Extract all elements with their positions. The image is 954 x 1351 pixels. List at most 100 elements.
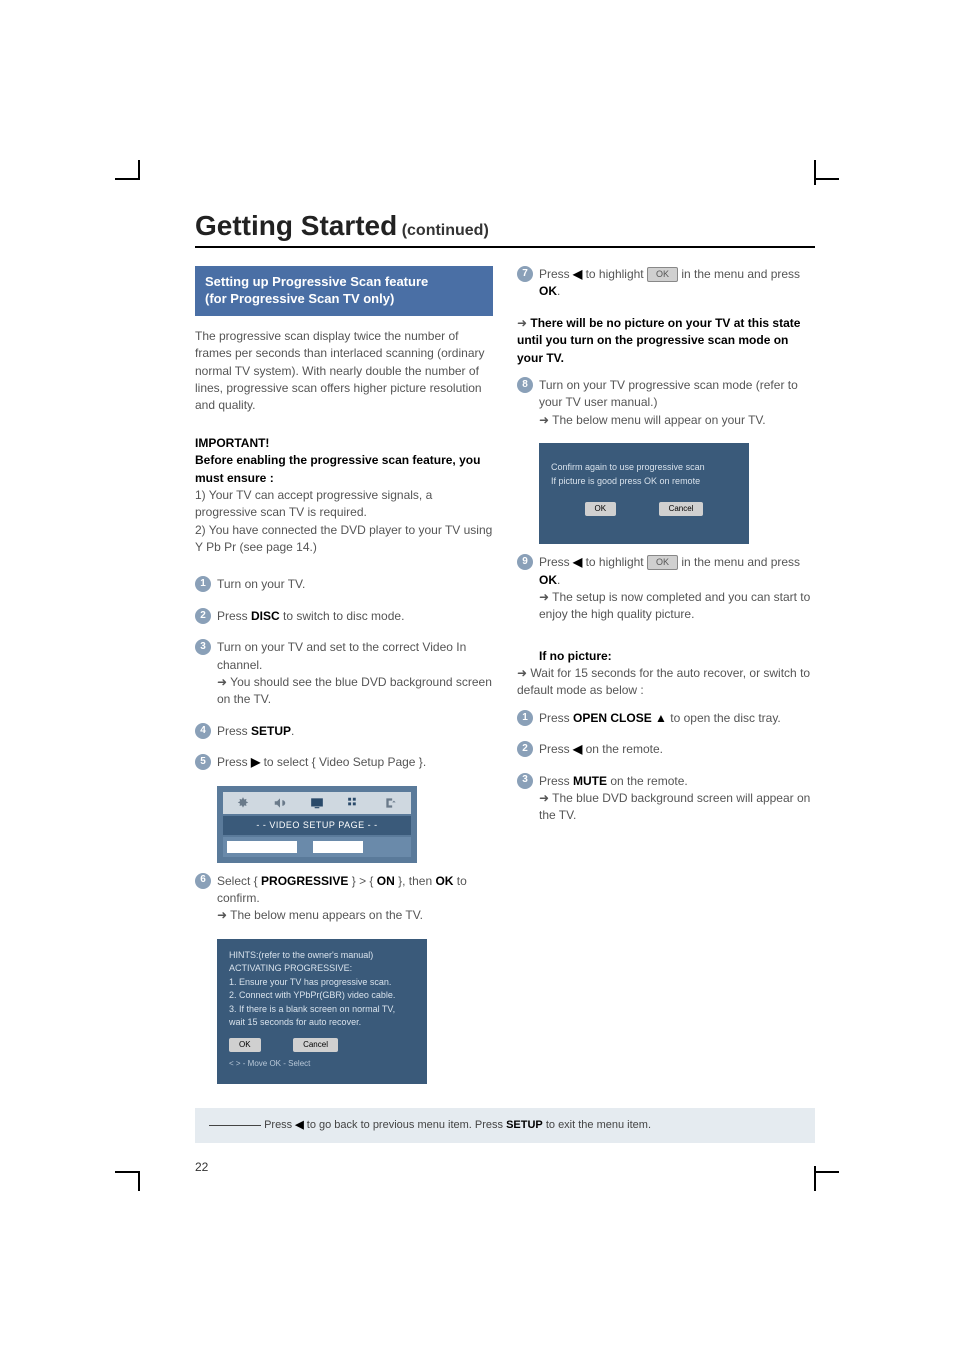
tips-label [209,1119,261,1131]
step-number-icon: 8 [517,377,533,393]
hints-line: 1. Ensure your TV has progressive scan. [229,976,415,990]
important-sub: Before enabling the progressive scan fea… [195,452,493,487]
hints-line: 3. If there is a blank screen on normal … [229,1003,415,1017]
nopic-step-3: 3 Press MUTE on the remote. ➜ The blue D… [517,773,815,825]
crop-mark [814,160,816,185]
step-1-text: Turn on your TV. [217,576,493,593]
step-4: 4 Press SETUP. [195,723,493,740]
step-5: 5 Press ▶ to select { Video Setup Page }… [195,754,493,771]
left-arrow-icon: ◀ [295,1119,303,1131]
step-number-icon: 6 [195,873,211,889]
ok-button[interactable]: OK [229,1038,261,1052]
left-arrow-icon: ◀ [573,742,582,756]
hints-line: HINTS:(refer to the owner's manual) [229,949,415,963]
dialog-buttons: OK Cancel [229,1038,415,1052]
page-content: Getting Started (continued) Setting up P… [195,210,815,1094]
nopic-step-2-text: Press ◀ on the remote. [539,741,815,758]
step-7-text: Press ◀ to highlight OK in the menu and … [539,266,815,301]
title-rule [195,246,815,248]
step-8: 8 Turn on your TV progressive scan mode … [517,377,815,429]
step-number-icon: 2 [517,741,533,757]
section-header-box: Setting up Progressive Scan feature (for… [195,266,493,316]
important-pt1: 1) Your TV can accept progressive signal… [195,487,493,522]
left-arrow-icon: ◀ [573,267,582,281]
step-number-icon: 3 [517,773,533,789]
hints-line: ACTIVATING PROGRESSIVE: [229,962,415,976]
crop-mark [814,1171,839,1173]
confirm-line: If picture is good press OK on remote [551,475,737,489]
crop-mark [138,1171,140,1191]
nopic-step-1: 1 Press OPEN CLOSE ▲ to open the disc tr… [517,710,815,727]
title-main: Getting Started [195,210,397,241]
left-column: Setting up Progressive Scan feature (for… [195,266,493,1094]
important-heading: IMPORTANT! [195,435,493,452]
step-2: 2 Press DISC to switch to disc mode. [195,608,493,625]
two-column-layout: Setting up Progressive Scan feature (for… [195,266,815,1094]
step-number-icon: 5 [195,754,211,770]
step-7: 7 Press ◀ to highlight OK in the menu an… [517,266,815,301]
eject-icon: ▲ [655,711,667,725]
speaker-icon [271,796,289,810]
page-title: Getting Started (continued) [195,210,815,242]
panel-icon-bar [223,792,411,814]
cancel-button[interactable]: Cancel [659,502,704,516]
step-9: 9 Press ◀ to highlight OK in the menu an… [517,554,815,624]
intro-paragraph: The progressive scan display twice the n… [195,328,493,415]
nopic-step-1-text: Press OPEN CLOSE ▲ to open the disc tray… [539,710,815,727]
step-6-text: Select { PROGRESSIVE } > { ON }, then OK… [217,873,493,925]
step-5-text: Press ▶ to select { Video Setup Page }. [217,754,493,771]
step-3-text: Turn on your TV and set to the correct V… [217,639,493,709]
dialog-footer: < > - Move OK - Select [229,1058,415,1070]
step-number-icon: 3 [195,639,211,655]
step-number-icon: 1 [517,710,533,726]
step-number-icon: 1 [195,576,211,592]
nopic-step-2: 2 Press ◀ on the remote. [517,741,815,758]
crop-mark [115,1171,140,1173]
tv-icon [308,796,326,810]
section-header-line1: Setting up Progressive Scan feature [205,274,483,291]
grid-icon [345,796,363,810]
step-3: 3 Turn on your TV and set to the correct… [195,639,493,709]
step-2-text: Press DISC to switch to disc mode. [217,608,493,625]
step-number-icon: 4 [195,723,211,739]
step-4-text: Press SETUP. [217,723,493,740]
step-1: 1 Turn on your TV. [195,576,493,593]
section-header-line2: (for Progressive Scan TV only) [205,291,483,308]
panel-highlight [227,841,297,853]
hints-line: wait 15 seconds for auto recover. [229,1016,415,1030]
hints-dialog: HINTS:(refer to the owner's manual) ACTI… [217,939,427,1084]
right-column: 7 Press ◀ to highlight OK in the menu an… [517,266,815,1094]
step-8-text: Turn on your TV progressive scan mode (r… [539,377,815,429]
nopic-step-3-text: Press MUTE on the remote. ➜ The blue DVD… [539,773,815,825]
tips-bar: Press ◀ to go back to previous menu item… [195,1108,815,1143]
no-picture-heading: If no picture: [539,648,815,665]
panel-body [223,837,411,857]
page-number: 22 [195,1160,208,1174]
crop-mark [814,178,839,180]
crop-mark [115,178,140,180]
left-arrow-icon: ◀ [573,555,582,569]
crop-mark [814,1166,816,1191]
ok-pill: OK [647,267,678,282]
dialog-buttons: OK Cancel [551,502,737,516]
right-arrow-icon: ▶ [251,755,260,769]
step-6: 6 Select { PROGRESSIVE } > { ON }, then … [195,873,493,925]
title-suffix: (continued) [402,222,489,239]
settings-icon [234,796,252,810]
warning-text: There will be no picture on your TV at t… [517,316,800,365]
exit-icon [382,796,400,810]
step-number-icon: 7 [517,266,533,282]
ok-button[interactable]: OK [585,502,617,516]
panel-header: - - VIDEO SETUP PAGE - - [223,816,411,835]
hints-line: 2. Connect with YPbPr(GBR) video cable. [229,989,415,1003]
ok-pill: OK [647,555,678,570]
important-pt2: 2) You have connected the DVD player to … [195,522,493,557]
panel-highlight [313,841,363,853]
confirm-dialog: Confirm again to use progressive scan If… [539,443,749,544]
step-9-text: Press ◀ to highlight OK in the menu and … [539,554,815,624]
confirm-line: Confirm again to use progressive scan [551,461,737,475]
cancel-button[interactable]: Cancel [293,1038,338,1052]
step-number-icon: 2 [195,608,211,624]
crop-mark [138,160,140,180]
no-picture-sub: Wait for 15 seconds for the auto recover… [517,666,810,697]
